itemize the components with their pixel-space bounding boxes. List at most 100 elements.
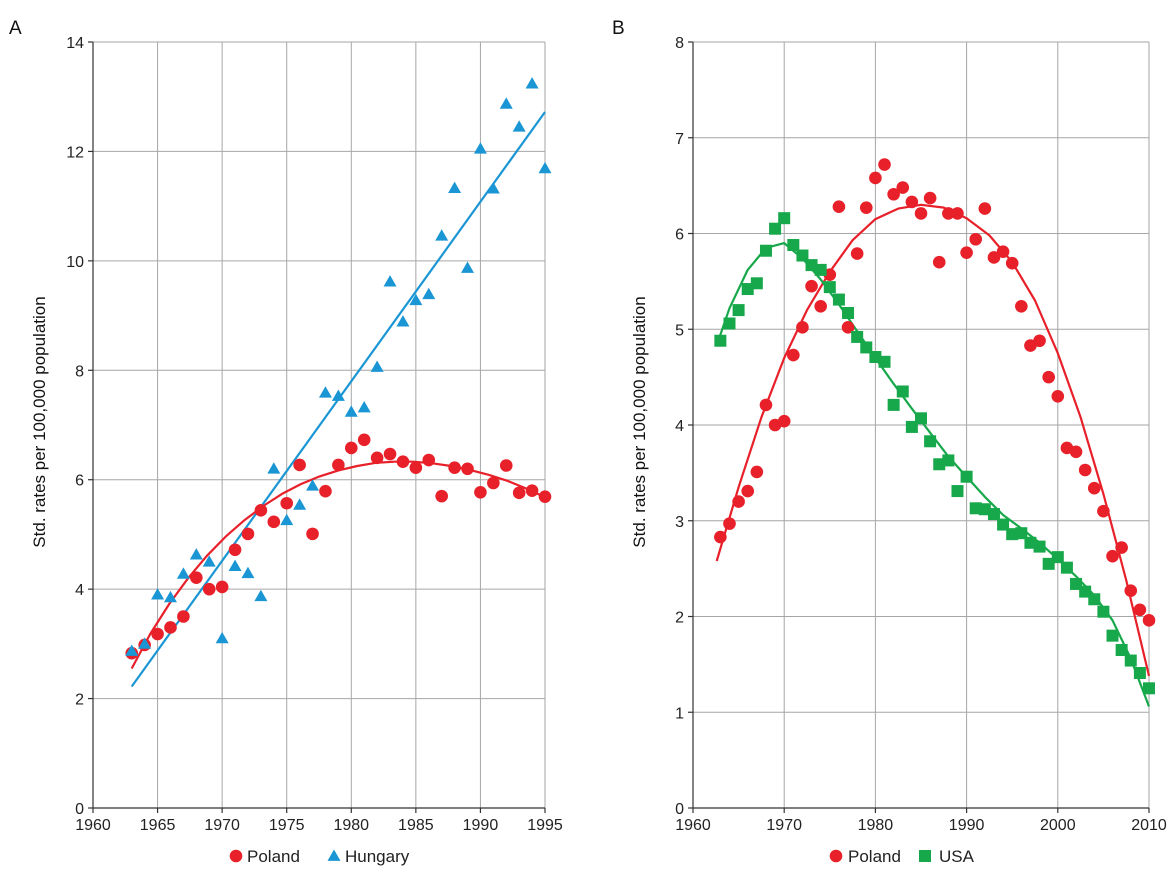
- data-point-b-poland-1989: [951, 207, 964, 220]
- x-tick-label-a-4: 1980: [333, 817, 369, 834]
- data-point-a-poland-1988: [448, 461, 461, 474]
- panel-label-a: A: [9, 18, 22, 39]
- data-point-a-poland-1969: [202, 582, 216, 596]
- data-point-b-poland-1967: [750, 465, 764, 479]
- data-point-a-hungary-1971: [228, 559, 242, 572]
- data-point-a-hungary-1963: [125, 644, 139, 656]
- data-point-a-poland-1971: [228, 543, 242, 557]
- data-point-b-usa-1980: [869, 351, 882, 364]
- data-point-b-usa-2008: [1124, 654, 1137, 667]
- data-point-a-poland-1977: [306, 527, 319, 541]
- data-point-b-poland-1968: [759, 398, 773, 412]
- data-point-a-poland-1978: [319, 484, 332, 498]
- y-tick-label-b-0: 0: [675, 801, 684, 818]
- data-point-b-usa-1970: [778, 212, 791, 225]
- data-point-b-usa-1963: [714, 334, 727, 347]
- chart-panel-b: 1960 1970 1980 1990 2000 2010 0 1 2 3 4 5 6 7 8 Poland U…: [675, 35, 1167, 866]
- data-point-b-poland-1993: [987, 251, 1001, 264]
- data-point-a-poland-1975: [280, 496, 294, 510]
- data-point-b-poland-1980: [869, 171, 882, 185]
- data-point-b-poland-1984: [905, 195, 919, 209]
- data-point-b-poland-1972: [796, 321, 809, 334]
- panel-label-b: B: [612, 18, 625, 39]
- data-point-a-hungary-1965: [151, 588, 165, 600]
- data-point-a-hungary-1966: [163, 590, 177, 603]
- x-tick-label-b-1: 1970: [766, 817, 802, 834]
- data-point-a-poland-1982: [370, 451, 384, 465]
- data-point-b-usa-1968: [759, 244, 772, 257]
- x-tick-label-b-0: 1960: [675, 817, 711, 834]
- data-point-a-poland-1974: [267, 515, 281, 529]
- data-point-a-poland-1991: [487, 476, 500, 490]
- data-point-b-poland-1996: [1015, 299, 1028, 313]
- data-point-b-poland-2002: [1069, 445, 1083, 459]
- data-point-a-hungary-1990: [473, 142, 487, 154]
- data-point-a-poland-1970: [215, 580, 229, 594]
- data-point-b-usa-1981: [878, 355, 891, 368]
- x-tick-label-a-1: 1965: [140, 817, 176, 834]
- legend-label-b-poland: Poland: [848, 847, 901, 866]
- data-point-a-poland-1994: [525, 484, 539, 497]
- data-point-a-poland-1995: [538, 490, 552, 503]
- data-point-a-poland-1981: [357, 433, 371, 447]
- chart-panel-a: 1960 1965 1970 1975 1980 1985 1990 1995 0 2 4 6 8 10 1…: [66, 35, 563, 866]
- data-point-b-usa-2006: [1106, 629, 1119, 642]
- data-point-a-hungary-1969: [202, 555, 216, 567]
- data-point-b-poland-1971: [787, 348, 800, 362]
- data-point-b-poland-1978: [850, 247, 864, 260]
- x-tick-label-a-7: 1995: [527, 817, 563, 834]
- y-axis-label-b: Std. rates per 100,000 population: [630, 296, 649, 547]
- data-point-a-hungary-1987: [435, 229, 449, 241]
- data-point-b-usa-1965: [732, 304, 745, 317]
- data-point-b-poland-2004: [1087, 481, 1101, 495]
- data-point-a-hungary-1980: [344, 405, 358, 417]
- y-tick-label-a-7: 14: [66, 35, 84, 52]
- data-point-b-poland-1979: [859, 201, 873, 214]
- data-point-a-poland-1986: [422, 453, 436, 467]
- legend-label-a-hungary: Hungary: [345, 847, 410, 866]
- x-tick-label-b-4: 2000: [1040, 817, 1076, 834]
- data-point-b-poland-1988: [942, 207, 955, 220]
- data-point-b-usa-1972: [796, 249, 809, 262]
- data-point-b-usa-1997: [1024, 536, 1037, 549]
- data-point-b-usa-1988: [942, 454, 955, 467]
- data-point-a-hungary-1981: [357, 400, 371, 413]
- data-point-b-poland-1981: [878, 158, 891, 171]
- data-point-a-poland-1973: [254, 504, 268, 517]
- data-point-b-poland-1990: [960, 246, 973, 259]
- data-point-b-poland-2007: [1115, 541, 1128, 554]
- data-point-a-hungary-1976: [293, 498, 307, 510]
- data-point-b-usa-1993: [987, 508, 1000, 521]
- data-point-b-usa-2002: [1070, 577, 1083, 590]
- data-point-a-poland-1967: [177, 610, 190, 623]
- y-tick-label-b-8: 8: [675, 35, 684, 52]
- y-tick-label-a-3: 6: [75, 473, 84, 490]
- data-point-a-hungary-1989: [461, 261, 475, 273]
- data-point-a-hungary-1991: [486, 182, 500, 194]
- y-tick-label-a-5: 10: [66, 254, 84, 271]
- data-point-b-poland-2010: [1142, 614, 1156, 627]
- data-point-a-poland-1966: [164, 621, 177, 634]
- x-tick-label-a-6: 1990: [463, 817, 499, 834]
- data-point-b-poland-1991: [969, 232, 983, 246]
- legend-marker-b-usa: [919, 850, 931, 862]
- data-point-b-usa-1977: [842, 306, 855, 319]
- data-point-b-usa-2000: [1051, 551, 1064, 564]
- data-point-b-poland-1983: [896, 181, 910, 194]
- data-point-a-hungary-1979: [331, 389, 345, 401]
- data-point-b-poland-1966: [741, 484, 755, 498]
- data-point-b-usa-2005: [1097, 605, 1110, 618]
- data-point-a-poland-1979: [332, 458, 345, 472]
- data-point-a-poland-1987: [435, 489, 448, 503]
- data-point-a-poland-1990: [474, 485, 487, 499]
- data-point-b-usa-1974: [814, 263, 827, 276]
- data-point-a-poland-1983: [383, 447, 397, 461]
- data-point-a-hungary-1975: [280, 513, 294, 526]
- x-tick-label-a-5: 1985: [398, 817, 434, 834]
- data-point-b-poland-1998: [1033, 334, 1046, 348]
- data-point-a-poland-1976: [293, 458, 306, 472]
- data-point-a-poland-1980: [344, 441, 358, 455]
- data-point-b-usa-1990: [960, 470, 973, 483]
- data-point-b-poland-2005: [1097, 504, 1110, 518]
